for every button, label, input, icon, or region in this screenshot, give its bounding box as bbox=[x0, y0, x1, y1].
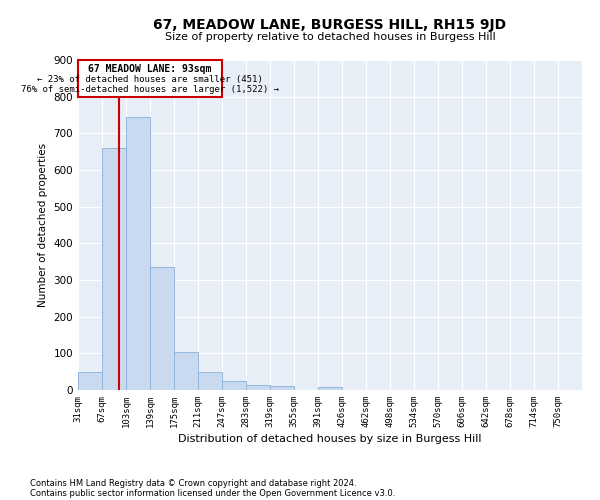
Bar bbox=[78, 60, 222, 96]
Bar bbox=[150, 267, 174, 390]
Bar bbox=[222, 381, 246, 390]
Text: Contains HM Land Registry data © Crown copyright and database right 2024.: Contains HM Land Registry data © Crown c… bbox=[30, 478, 356, 488]
Text: 67, MEADOW LANE, BURGESS HILL, RH15 9JD: 67, MEADOW LANE, BURGESS HILL, RH15 9JD bbox=[154, 18, 506, 32]
Text: 67 MEADOW LANE: 93sqm: 67 MEADOW LANE: 93sqm bbox=[88, 64, 212, 74]
Bar bbox=[270, 386, 294, 390]
Bar bbox=[198, 372, 222, 390]
Text: 76% of semi-detached houses are larger (1,522) →: 76% of semi-detached houses are larger (… bbox=[21, 85, 279, 94]
Text: Size of property relative to detached houses in Burgess Hill: Size of property relative to detached ho… bbox=[164, 32, 496, 42]
Bar bbox=[318, 387, 342, 390]
Bar bbox=[246, 384, 270, 390]
Bar bbox=[102, 148, 126, 390]
Text: ← 23% of detached houses are smaller (451): ← 23% of detached houses are smaller (45… bbox=[37, 76, 263, 84]
Bar bbox=[78, 372, 102, 390]
Text: Contains public sector information licensed under the Open Government Licence v3: Contains public sector information licen… bbox=[30, 488, 395, 498]
X-axis label: Distribution of detached houses by size in Burgess Hill: Distribution of detached houses by size … bbox=[178, 434, 482, 444]
Y-axis label: Number of detached properties: Number of detached properties bbox=[38, 143, 48, 307]
Bar bbox=[126, 117, 150, 390]
Bar bbox=[174, 352, 198, 390]
